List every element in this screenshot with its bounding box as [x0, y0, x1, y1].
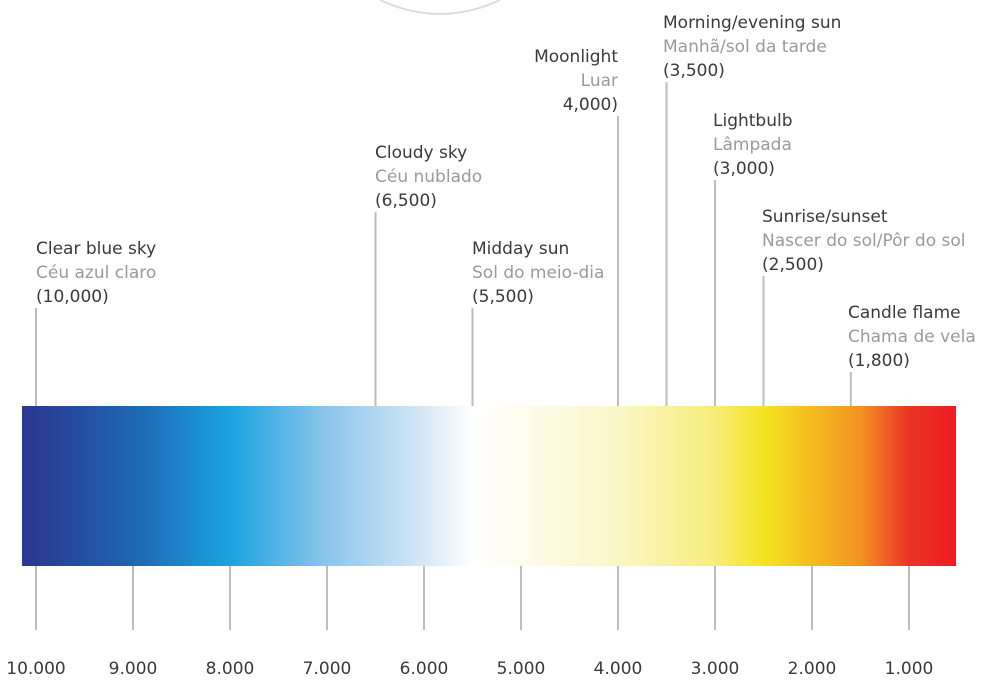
source-name: Sunrise/sunset: [762, 207, 888, 227]
source-name: Lightbulb: [713, 111, 793, 131]
color-temperature-bar: [22, 406, 956, 566]
source-name: Morning/evening sun: [663, 13, 841, 33]
source-label: Cloudy sky Céu nublado (6,500): [375, 143, 482, 211]
source-label: Morning/evening sun Manhã/sol da tarde (3,…: [663, 13, 841, 81]
source-translation: Lâmpada: [713, 135, 792, 155]
source-name: Midday sun: [472, 239, 569, 259]
scale-tick-label: 4.000: [594, 659, 643, 679]
source-value: (10,000): [36, 287, 109, 307]
scale-tick-labels: 10.000 9.000 8.000 7.000 6.000 5.000 4.000 3.00…: [6, 659, 933, 679]
source-translation: Luar: [581, 71, 618, 91]
source-value: (2,500): [762, 255, 824, 275]
source-translation: Nascer do sol/Pôr do sol: [762, 231, 966, 251]
source-value: (1,800): [848, 351, 910, 371]
source-translation: Chama de vela: [848, 327, 976, 347]
scale-tick-label: 7.000: [303, 659, 352, 679]
scale-tick-label: 6.000: [400, 659, 449, 679]
source-value: (6,500): [375, 191, 437, 211]
source-value: (3,500): [663, 61, 725, 81]
source-label: Midday sun Sol do meio-dia (5,500): [472, 239, 604, 307]
source-translation: Céu azul claro: [36, 263, 156, 283]
source-label: Sunrise/sunset Nascer do sol/Pôr do sol (2…: [762, 207, 966, 275]
source-label: Lightbulb Lâmpada (3,000): [713, 111, 793, 179]
decorative-arc: [379, 0, 501, 15]
source-labels: Clear blue sky Céu azul claro (10,000) Clou…: [36, 13, 976, 371]
source-value: 4,000): [563, 95, 618, 115]
source-value: (3,000): [713, 159, 775, 179]
source-name: Clear blue sky: [36, 239, 156, 259]
source-name: Moonlight: [534, 47, 618, 67]
scale-tick-label: 9.000: [109, 659, 158, 679]
source-value: (5,500): [472, 287, 534, 307]
scale-tick-label: 2.000: [788, 659, 837, 679]
source-label: Candle flame Chama de vela (1,800): [848, 303, 976, 371]
scale-tick-label: 5.000: [497, 659, 546, 679]
leader-lines: [35, 82, 852, 406]
source-label: Clear blue sky Céu azul claro (10,000): [36, 239, 156, 307]
source-translation: Céu nublado: [375, 167, 482, 187]
scale-ticks: [35, 566, 910, 630]
source-label: Moonlight Luar 4,000): [534, 47, 618, 115]
scale-tick-label: 8.000: [206, 659, 255, 679]
source-translation: Manhã/sol da tarde: [663, 37, 827, 57]
source-name: Cloudy sky: [375, 143, 467, 163]
scale-tick-label: 3.000: [691, 659, 740, 679]
scale-tick-label: 10.000: [6, 659, 65, 679]
scale-tick-label: 1.000: [885, 659, 934, 679]
source-name: Candle flame: [848, 303, 961, 323]
source-translation: Sol do meio-dia: [472, 263, 604, 283]
